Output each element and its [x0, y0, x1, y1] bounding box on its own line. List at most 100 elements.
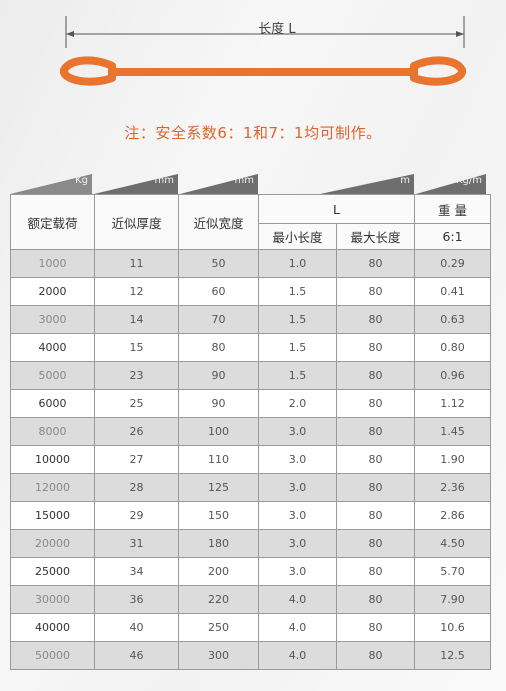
- cell-max-length: 80: [336, 277, 415, 306]
- cell-min-length: 3.0: [258, 501, 337, 530]
- unit-kg: Kg: [75, 175, 88, 186]
- cell-max-length: 80: [336, 585, 415, 614]
- cell-weight: 0.63: [414, 305, 491, 334]
- cell-rated-load: 5000: [10, 361, 95, 390]
- cell-max-length: 80: [336, 417, 415, 446]
- unit-m: m: [400, 175, 410, 186]
- table-row: 4000 15 80 1.5 80 0.80: [10, 333, 491, 362]
- cell-weight: 0.96: [414, 361, 491, 390]
- cell-rated-load: 15000: [10, 501, 95, 530]
- table-row: 5000 23 90 1.5 80 0.96: [10, 361, 491, 390]
- cell-rated-load: 10000: [10, 445, 95, 474]
- cell-thickness: 31: [94, 529, 179, 558]
- cell-width: 180: [178, 529, 259, 558]
- cell-thickness: 34: [94, 557, 179, 586]
- cell-min-length: 3.0: [258, 529, 337, 558]
- table-row: 3000 14 70 1.5 80 0.63: [10, 305, 491, 334]
- unit-cell-weight: Kg/m: [416, 170, 486, 194]
- cell-thickness: 11: [94, 249, 179, 278]
- spec-table-wrapper: Kg mm mm m Kg/m 额定载荷: [10, 170, 491, 670]
- cell-rated-load: 25000: [10, 557, 95, 586]
- cell-rated-load: 2000: [10, 277, 95, 306]
- table-row: 20000 31 180 3.0 80 4.50: [10, 529, 491, 558]
- cell-max-length: 80: [336, 333, 415, 362]
- unit-row: Kg mm mm m Kg/m: [10, 170, 490, 194]
- cell-thickness: 29: [94, 501, 179, 530]
- header-row-2: 最小长度 最大长度 6:1: [11, 223, 491, 250]
- cell-thickness: 27: [94, 445, 179, 474]
- cell-width: 50: [178, 249, 259, 278]
- unit-cell-width: mm: [180, 170, 258, 194]
- unit-kg-per-m: Kg/m: [455, 175, 482, 186]
- header-length: L: [258, 194, 415, 224]
- cell-width: 100: [178, 417, 259, 446]
- table-row: 10000 27 110 3.0 80 1.90: [10, 445, 491, 474]
- cell-thickness: 14: [94, 305, 179, 334]
- unit-mm-width: mm: [234, 175, 254, 186]
- cell-weight: 0.41: [414, 277, 491, 306]
- cell-max-length: 80: [336, 641, 415, 670]
- cell-weight: 12.5: [414, 641, 491, 670]
- cell-rated-load: 20000: [10, 529, 95, 558]
- cell-thickness: 25: [94, 389, 179, 418]
- header-thickness: 近似厚度: [94, 194, 179, 250]
- length-label: 长度 L: [258, 22, 296, 37]
- cell-max-length: 80: [336, 473, 415, 502]
- cell-min-length: 3.0: [258, 417, 337, 446]
- safety-note: 注：安全系数6：1和7：1均可制作。: [124, 124, 382, 142]
- cell-weight: 10.6: [414, 613, 491, 642]
- sling-illustration: [60, 16, 466, 86]
- cell-width: 90: [178, 361, 259, 390]
- cell-min-length: 4.0: [258, 613, 337, 642]
- header-row-1: 额定载荷 近似厚度 近似宽度 L 重 量: [10, 194, 491, 250]
- cell-rated-load: 30000: [10, 585, 95, 614]
- cell-thickness: 23: [94, 361, 179, 390]
- cell-min-length: 1.0: [258, 249, 337, 278]
- cell-width: 200: [178, 557, 259, 586]
- cell-width: 150: [178, 501, 259, 530]
- cell-min-length: 3.0: [258, 473, 337, 502]
- cell-min-length: 1.5: [258, 361, 337, 390]
- cell-min-length: 1.5: [258, 305, 337, 334]
- cell-weight: 1.90: [414, 445, 491, 474]
- cell-min-length: 4.0: [258, 585, 337, 614]
- cell-weight: 0.29: [414, 249, 491, 278]
- cell-thickness: 40: [94, 613, 179, 642]
- cell-width: 125: [178, 473, 259, 502]
- cell-min-length: 1.5: [258, 277, 337, 306]
- header-width: 近似宽度: [178, 194, 259, 250]
- table-row: 8000 26 100 3.0 80 1.45: [10, 417, 491, 446]
- header-ratio: 6:1: [414, 223, 491, 250]
- header-weight: 重 量: [414, 194, 491, 224]
- cell-max-length: 80: [336, 529, 415, 558]
- unit-cell-length: m: [260, 170, 414, 194]
- cell-rated-load: 3000: [10, 305, 95, 334]
- cell-max-length: 80: [336, 557, 415, 586]
- cell-max-length: 80: [336, 305, 415, 334]
- header-min-length: 最小长度: [258, 223, 337, 250]
- table-row: 40000 40 250 4.0 80 10.6: [10, 613, 491, 642]
- header-max-length: 最大长度: [336, 223, 415, 250]
- cell-rated-load: 50000: [10, 641, 95, 670]
- cell-thickness: 15: [94, 333, 179, 362]
- cell-rated-load: 1000: [10, 249, 95, 278]
- cell-width: 60: [178, 277, 259, 306]
- cell-thickness: 12: [94, 277, 179, 306]
- cell-weight: 7.90: [414, 585, 491, 614]
- table-row: 15000 29 150 3.0 80 2.86: [10, 501, 491, 530]
- cell-thickness: 36: [94, 585, 179, 614]
- table-row: 6000 25 90 2.0 80 1.12: [10, 389, 491, 418]
- cell-max-length: 80: [336, 249, 415, 278]
- sling-diagram: 长度 L: [0, 0, 506, 110]
- cell-weight: 1.12: [414, 389, 491, 418]
- table-row: 1000 11 50 1.0 80 0.29: [10, 249, 491, 278]
- cell-weight: 1.45: [414, 417, 491, 446]
- cell-width: 80: [178, 333, 259, 362]
- cell-rated-load: 40000: [10, 613, 95, 642]
- cell-rated-load: 6000: [10, 389, 95, 418]
- cell-width: 300: [178, 641, 259, 670]
- cell-weight: 0.80: [414, 333, 491, 362]
- table-row: 12000 28 125 3.0 80 2.36: [10, 473, 491, 502]
- cell-weight: 2.86: [414, 501, 491, 530]
- cell-weight: 4.50: [414, 529, 491, 558]
